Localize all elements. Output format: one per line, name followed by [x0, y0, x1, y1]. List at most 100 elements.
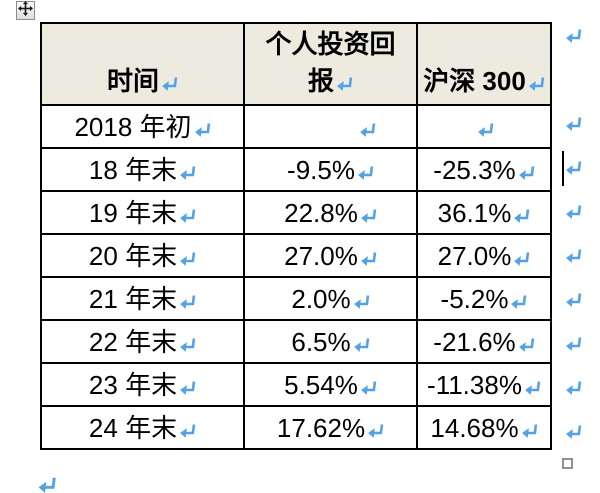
- table-move-handle[interactable]: [16, 0, 35, 21]
- cell-end-mark-icon: [521, 423, 538, 438]
- cell-end-mark-icon: [179, 294, 196, 309]
- cell-end-mark-icon: [357, 165, 374, 180]
- cell-time[interactable]: 18 年末: [40, 147, 245, 192]
- cell-text: 6.5%: [291, 326, 351, 357]
- move-arrows-icon: [18, 0, 33, 21]
- cell-end-mark-icon: [359, 122, 376, 137]
- cell-end-mark-icon: [513, 208, 530, 223]
- row-end-mark-icon: [565, 424, 582, 439]
- cell-end-mark-icon: [524, 380, 541, 395]
- cell-text: 27.0%: [437, 240, 512, 271]
- cell-csi300[interactable]: 14.68%: [416, 405, 552, 450]
- cell-time[interactable]: 24 年末: [40, 405, 245, 450]
- cell-end-mark-icon: [477, 122, 494, 137]
- row-end-mark-icon: [565, 204, 582, 219]
- cell-text: -5.2%: [440, 283, 509, 314]
- cell-personal-return[interactable]: 27.0%: [243, 233, 418, 278]
- table-row-20: 20 年末 27.0% 27.0%: [40, 233, 552, 278]
- paragraph-mark-icon: [37, 476, 57, 493]
- cell-text: -25.3%: [433, 154, 516, 185]
- cell-personal-return[interactable]: 22.8%: [243, 190, 418, 235]
- cell-personal-return[interactable]: -9.5%: [243, 147, 418, 192]
- cell-text: 2.0%: [291, 283, 351, 314]
- cell-end-mark-icon: [513, 251, 530, 266]
- cell-end-mark-icon: [161, 76, 178, 91]
- header-row: 时间 个人投资回 报 沪深 300: [40, 22, 552, 106]
- cell-time[interactable]: 2018 年初: [40, 104, 245, 149]
- cell-end-mark-icon: [179, 165, 196, 180]
- header-text: 个人投资回: [265, 29, 396, 59]
- cell-csi300[interactable]: 36.1%: [416, 190, 552, 235]
- cell-time[interactable]: 22 年末: [40, 319, 245, 364]
- header-text: 沪深 300: [423, 66, 526, 96]
- cell-time[interactable]: 23 年末: [40, 362, 245, 407]
- header-cell-time[interactable]: 时间: [40, 22, 245, 106]
- cell-text: 19 年末: [88, 197, 178, 228]
- cell-text: 2018 年初: [74, 111, 192, 142]
- cell-end-mark-icon: [510, 294, 527, 309]
- cell-end-mark-icon: [336, 76, 353, 91]
- cell-end-mark-icon: [360, 251, 377, 266]
- cell-text: 22.8%: [284, 197, 358, 228]
- investment-returns-table: 时间 个人投资回 报 沪深 300 2018 年初 18 年末 -9.5% -2…: [40, 22, 552, 450]
- cell-csi300[interactable]: -21.6%: [416, 319, 552, 364]
- cell-personal-return[interactable]: 5.54%: [243, 362, 418, 407]
- header-text: 报: [307, 66, 334, 96]
- cell-csi300[interactable]: -25.3%: [416, 147, 552, 192]
- row-end-mark-icon: [565, 380, 582, 395]
- cell-end-mark-icon: [353, 294, 370, 309]
- table-row-2018-start: 2018 年初: [40, 104, 552, 149]
- row-end-mark-icon: [565, 160, 582, 175]
- table-row-18: 18 年末 -9.5% -25.3%: [40, 147, 552, 192]
- header-cell-personal-return[interactable]: 个人投资回 报: [243, 22, 418, 106]
- cell-text: 5.54%: [284, 369, 358, 400]
- table-row-21: 21 年末 2.0% -5.2%: [40, 276, 552, 321]
- cell-text: 22 年末: [88, 326, 178, 357]
- row-end-mark-icon: [565, 292, 582, 307]
- header-cell-csi300[interactable]: 沪深 300: [416, 22, 552, 106]
- cell-personal-return[interactable]: [243, 104, 418, 149]
- cell-personal-return[interactable]: 2.0%: [243, 276, 418, 321]
- table-row-22: 22 年末 6.5% -21.6%: [40, 319, 552, 364]
- table-resize-handle[interactable]: [562, 458, 573, 469]
- cell-personal-return[interactable]: 17.62%: [243, 405, 418, 450]
- cell-text: 27.0%: [284, 240, 358, 271]
- table-row-19: 19 年末 22.8% 36.1%: [40, 190, 552, 235]
- cell-end-mark-icon: [518, 337, 535, 352]
- cell-text: -9.5%: [287, 154, 355, 185]
- row-end-mark-icon: [565, 248, 582, 263]
- cell-csi300[interactable]: -11.38%: [416, 362, 552, 407]
- cell-text: 21 年末: [88, 283, 178, 314]
- cell-text: 20 年末: [88, 240, 178, 271]
- cell-end-mark-icon: [179, 423, 196, 438]
- cell-text: -21.6%: [433, 326, 516, 357]
- header-text: 时间: [106, 66, 159, 96]
- cell-end-mark-icon: [179, 208, 196, 223]
- cell-csi300[interactable]: 27.0%: [416, 233, 552, 278]
- cell-csi300[interactable]: [416, 104, 552, 149]
- text-cursor: [562, 151, 564, 186]
- cell-text: 36.1%: [437, 197, 512, 228]
- cell-end-mark-icon: [353, 337, 370, 352]
- cell-time[interactable]: 21 年末: [40, 276, 245, 321]
- row-end-mark-icon: [565, 116, 582, 131]
- row-end-mark-icon: [565, 336, 582, 351]
- table-row-23: 23 年末 5.54% -11.38%: [40, 362, 552, 407]
- cell-csi300[interactable]: -5.2%: [416, 276, 552, 321]
- cell-end-mark-icon: [528, 76, 545, 91]
- cell-text: 17.62%: [276, 412, 366, 443]
- cell-text: 24 年末: [88, 412, 178, 443]
- cell-end-mark-icon: [179, 251, 196, 266]
- cell-end-mark-icon: [194, 122, 211, 137]
- cell-end-mark-icon: [360, 380, 377, 395]
- cell-time[interactable]: 19 年末: [40, 190, 245, 235]
- cell-time[interactable]: 20 年末: [40, 233, 245, 278]
- row-end-mark-icon: [565, 28, 582, 43]
- cell-personal-return[interactable]: 6.5%: [243, 319, 418, 364]
- cell-end-mark-icon: [518, 165, 535, 180]
- cell-text: 14.68%: [430, 412, 519, 443]
- table-row-24: 24 年末 17.62% 14.68%: [40, 405, 552, 450]
- cell-text: -11.38%: [427, 369, 522, 400]
- cell-end-mark-icon: [179, 380, 196, 395]
